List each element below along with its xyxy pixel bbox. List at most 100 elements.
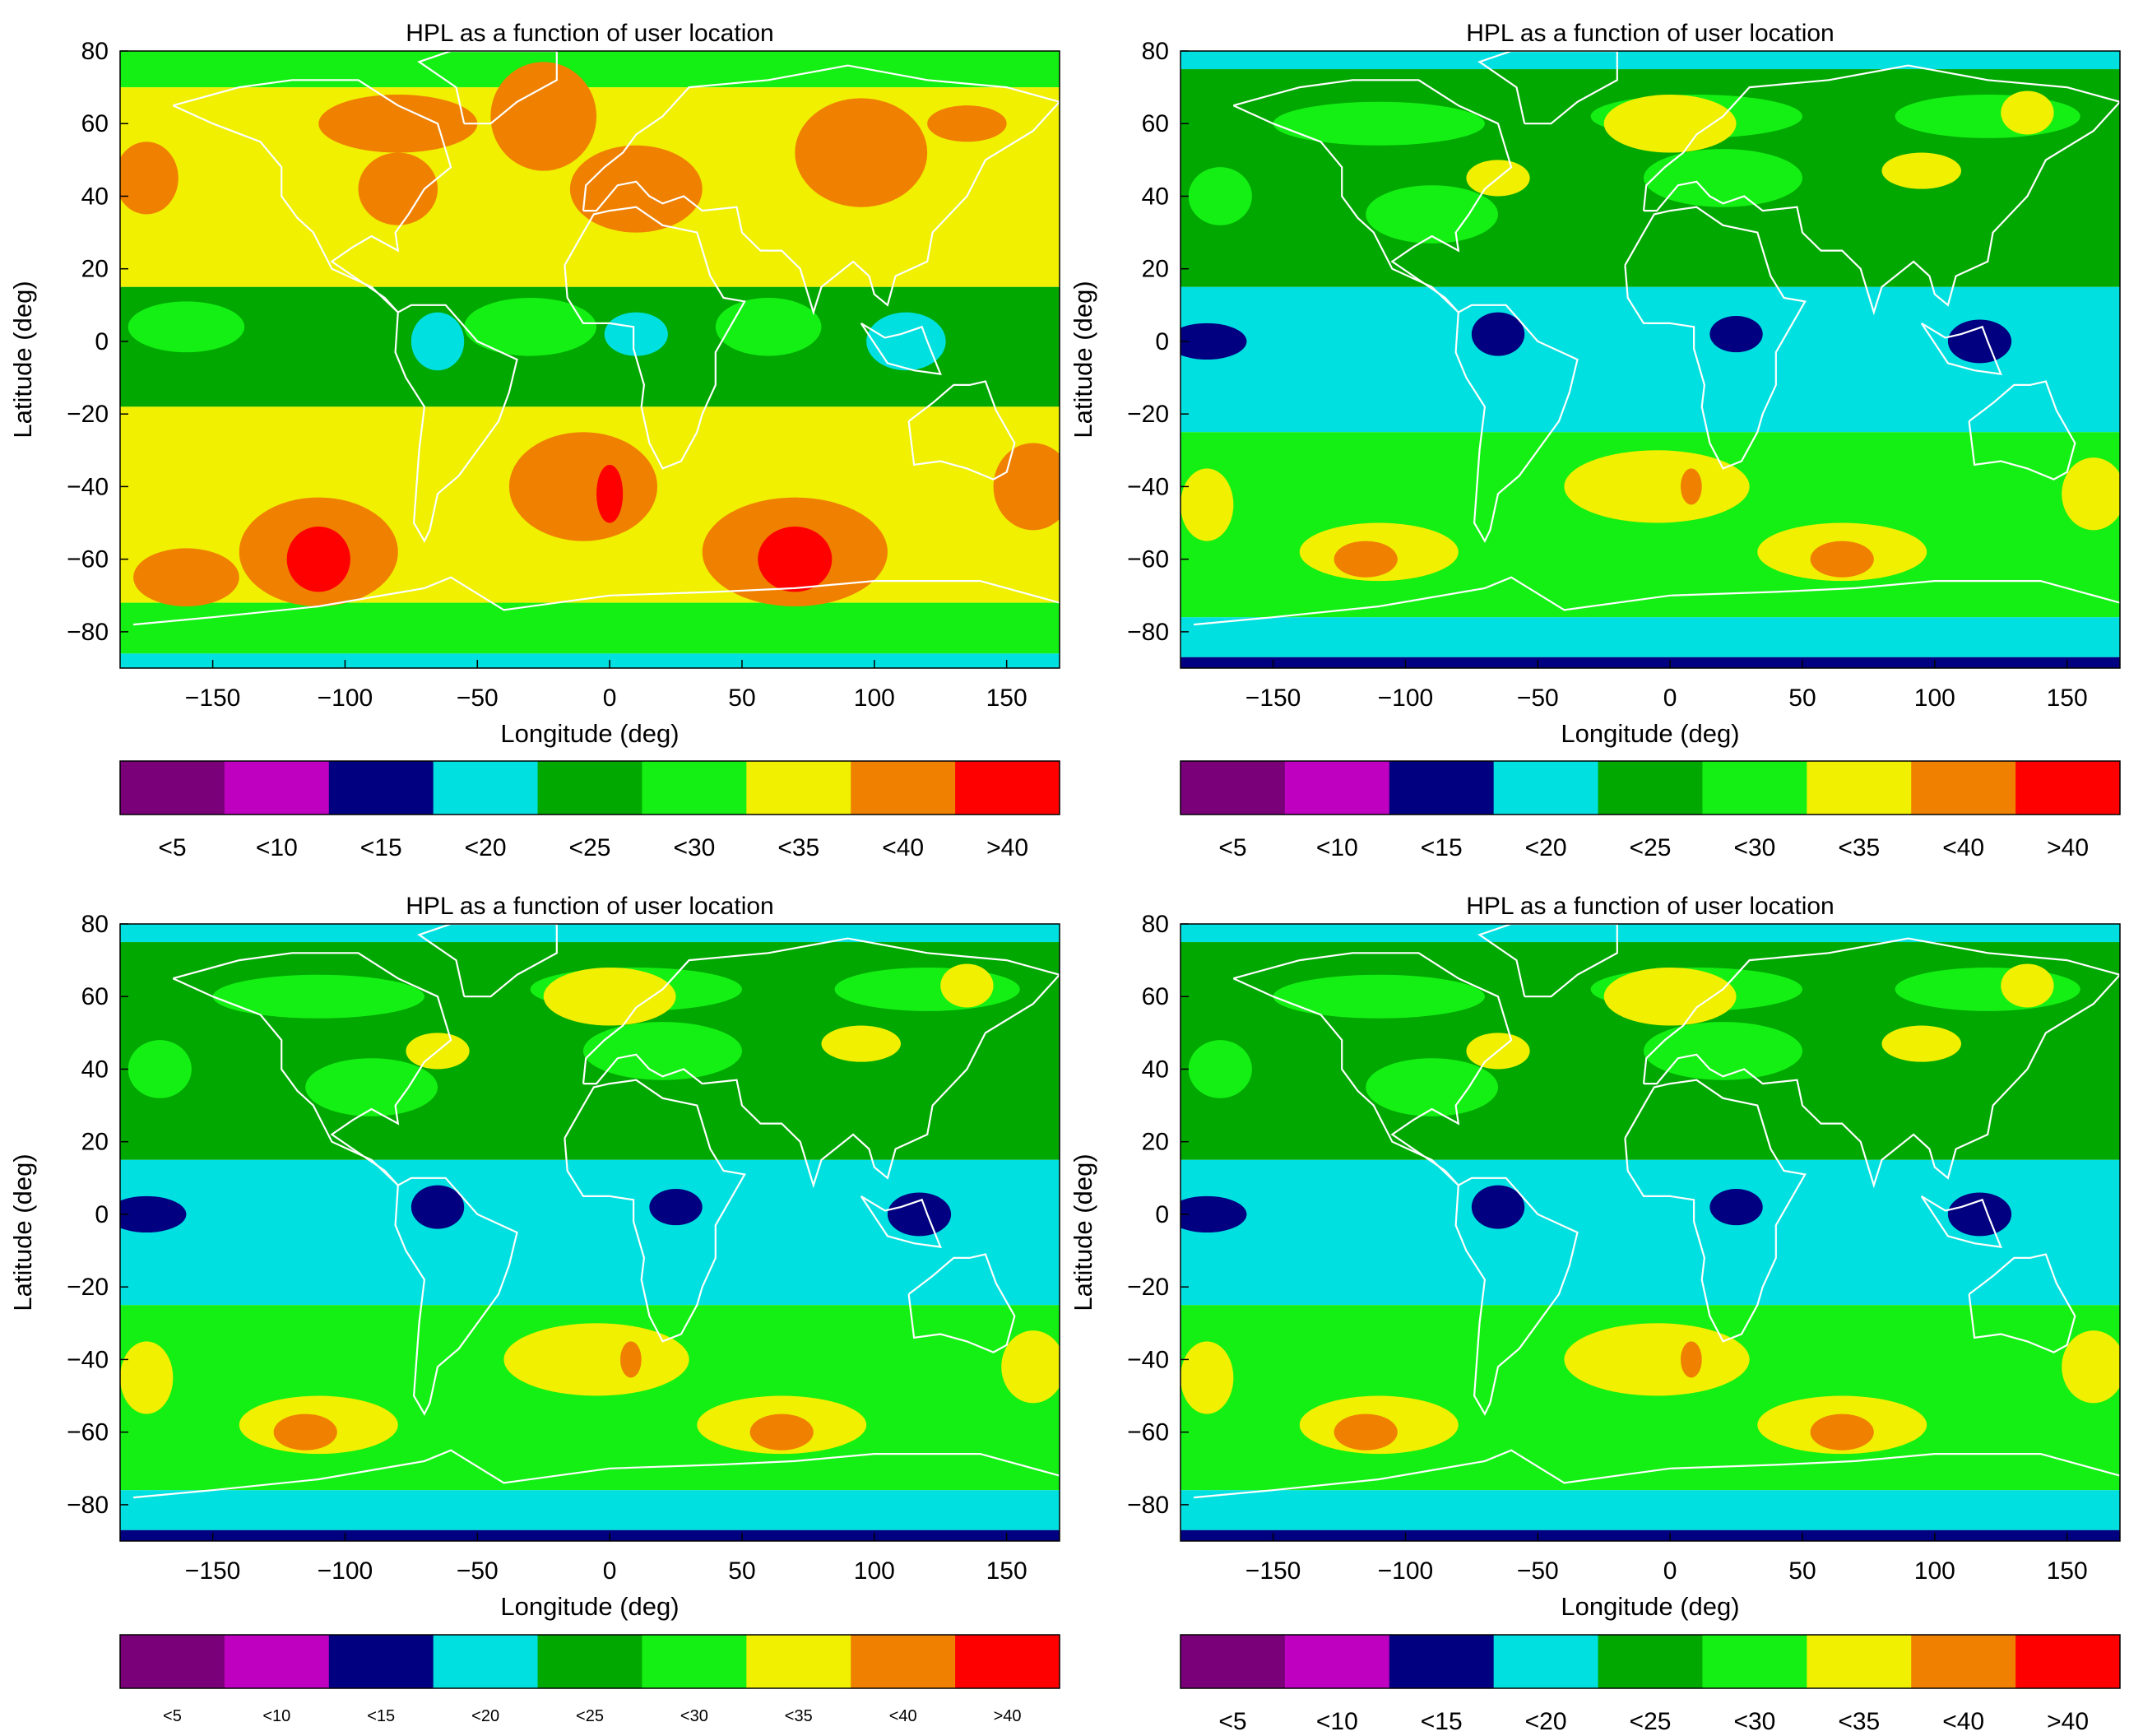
heatmap-region bbox=[1709, 316, 1763, 353]
coastline bbox=[564, 206, 746, 470]
heatmap-area bbox=[120, 51, 1060, 668]
plot-frame bbox=[1180, 50, 2121, 669]
colorbar-swatch bbox=[224, 761, 330, 815]
colorbar-label: <30 bbox=[1733, 834, 1775, 861]
y-tick-label: 0 bbox=[95, 328, 109, 355]
colorbar-swatch bbox=[746, 761, 851, 815]
y-tick-label: −40 bbox=[67, 473, 109, 500]
coastline bbox=[860, 322, 942, 375]
colorbar-label: <15 bbox=[367, 1707, 395, 1725]
coastline bbox=[1642, 64, 2120, 316]
colorbar-label: <5 bbox=[1218, 834, 1246, 861]
coastline bbox=[1477, 51, 1618, 125]
x-tick-label: −150 bbox=[185, 685, 241, 712]
plot-frame bbox=[119, 923, 1060, 1542]
panel-1: HPL as a function of user location −150 −1… bbox=[8, 20, 1060, 861]
heatmap-region bbox=[128, 301, 245, 353]
heatmap-region bbox=[120, 142, 179, 215]
colorbar-label: <25 bbox=[1630, 834, 1672, 861]
heatmap-region bbox=[1603, 94, 1737, 153]
heatmap-region bbox=[1188, 1040, 1252, 1098]
y-tick-label: −40 bbox=[1127, 1346, 1169, 1373]
heatmap-area bbox=[1181, 924, 2120, 1541]
y-tick-label: 60 bbox=[1142, 110, 1169, 137]
y-tick-label: 60 bbox=[81, 110, 109, 137]
colorbar-label: <5 bbox=[158, 834, 186, 861]
colorbar-label: <30 bbox=[673, 834, 715, 861]
heatmap-region bbox=[1334, 541, 1398, 578]
heatmap-region bbox=[1181, 323, 1247, 360]
colorbar-label: <20 bbox=[471, 1707, 499, 1725]
x-tick-label: 100 bbox=[854, 685, 895, 712]
colorbar-label: <10 bbox=[1316, 834, 1358, 861]
y-axis-label: Latitude (deg) bbox=[8, 1153, 37, 1311]
coastline bbox=[907, 1253, 1016, 1353]
heatmap-region bbox=[2001, 963, 2054, 1008]
colorbar-swatch bbox=[1389, 1635, 1495, 1688]
heatmap-region bbox=[604, 312, 668, 356]
heatmap-region bbox=[2001, 91, 2054, 135]
colorbar-frame bbox=[119, 760, 1060, 815]
heatmap-band bbox=[120, 51, 1060, 88]
colorbar-frame bbox=[119, 1634, 1060, 1689]
y-tick-label: 40 bbox=[81, 183, 109, 210]
heatmap-band bbox=[1181, 617, 2120, 657]
y-tick-label: −40 bbox=[67, 1346, 109, 1373]
x-tick-label: 100 bbox=[1914, 685, 1955, 712]
coastline bbox=[1232, 79, 1513, 313]
colorbar-label: >40 bbox=[2047, 1708, 2089, 1735]
x-axis-label: Longitude (deg) bbox=[1561, 719, 1739, 748]
y-tick-label: 40 bbox=[81, 1056, 109, 1083]
y-tick-label: 40 bbox=[1142, 183, 1169, 210]
coastline bbox=[172, 952, 452, 1186]
coastline bbox=[394, 304, 518, 543]
coastline bbox=[417, 51, 558, 125]
x-tick-label: −100 bbox=[1378, 685, 1434, 712]
x-tick-label: −50 bbox=[1517, 1557, 1559, 1585]
heatmap-region bbox=[212, 974, 424, 1019]
colorbar-label: <20 bbox=[1525, 1708, 1567, 1735]
colorbar-swatch bbox=[642, 761, 747, 815]
colorbar-swatch bbox=[851, 761, 956, 815]
heatmap-region bbox=[128, 1040, 192, 1098]
heatmap-region bbox=[940, 963, 994, 1008]
x-tick-label: −100 bbox=[318, 1557, 373, 1585]
x-tick-label: −50 bbox=[457, 685, 499, 712]
coastline bbox=[582, 937, 1060, 1189]
heatmap-region bbox=[649, 1189, 703, 1226]
colorbar-label: <10 bbox=[1316, 1708, 1358, 1735]
colorbar-label: <15 bbox=[360, 834, 402, 861]
colorbar-label: <35 bbox=[1838, 1708, 1880, 1735]
heatmap-region bbox=[1881, 152, 1961, 189]
heatmap-region bbox=[318, 94, 478, 153]
y-tick-label: −20 bbox=[1127, 1274, 1169, 1301]
heatmap-region bbox=[286, 526, 350, 592]
heatmap-region bbox=[569, 145, 703, 233]
colorbar: <5 <10 <15 <20 <25 <30 <35 <40 >40 bbox=[119, 1634, 1060, 1725]
colorbar-swatch bbox=[1493, 1635, 1599, 1688]
x-tick-label: 0 bbox=[1663, 1557, 1677, 1585]
colorbar-label: <40 bbox=[1942, 1708, 1984, 1735]
colorbar-label: <20 bbox=[465, 834, 507, 861]
x-tick-label: −50 bbox=[457, 1557, 499, 1585]
coastline bbox=[1454, 1177, 1579, 1416]
heatmap-region bbox=[993, 443, 1060, 531]
heatmap-region bbox=[133, 548, 239, 606]
heatmap-band bbox=[120, 1490, 1060, 1530]
x-tick-label: 150 bbox=[986, 1557, 1027, 1585]
x-tick-label: 0 bbox=[603, 1557, 617, 1585]
colorbar-swatch bbox=[537, 1635, 642, 1688]
heatmap-region bbox=[411, 1185, 465, 1229]
y-tick-label: −60 bbox=[67, 1419, 109, 1446]
colorbar-label: <40 bbox=[1942, 834, 1984, 861]
heatmap-region bbox=[887, 1192, 952, 1237]
y-axis-label: Latitude (deg) bbox=[1069, 1153, 1097, 1311]
heatmap-region bbox=[821, 1025, 901, 1062]
heatmap-region bbox=[305, 1058, 438, 1116]
y-tick-label: −20 bbox=[67, 1274, 109, 1301]
heatmap-region bbox=[1810, 1413, 1874, 1451]
y-tick-label: 80 bbox=[81, 911, 109, 938]
colorbar-frame bbox=[1180, 1634, 2121, 1689]
heatmap-region bbox=[1709, 1189, 1763, 1226]
heatmap-region bbox=[1188, 167, 1252, 225]
